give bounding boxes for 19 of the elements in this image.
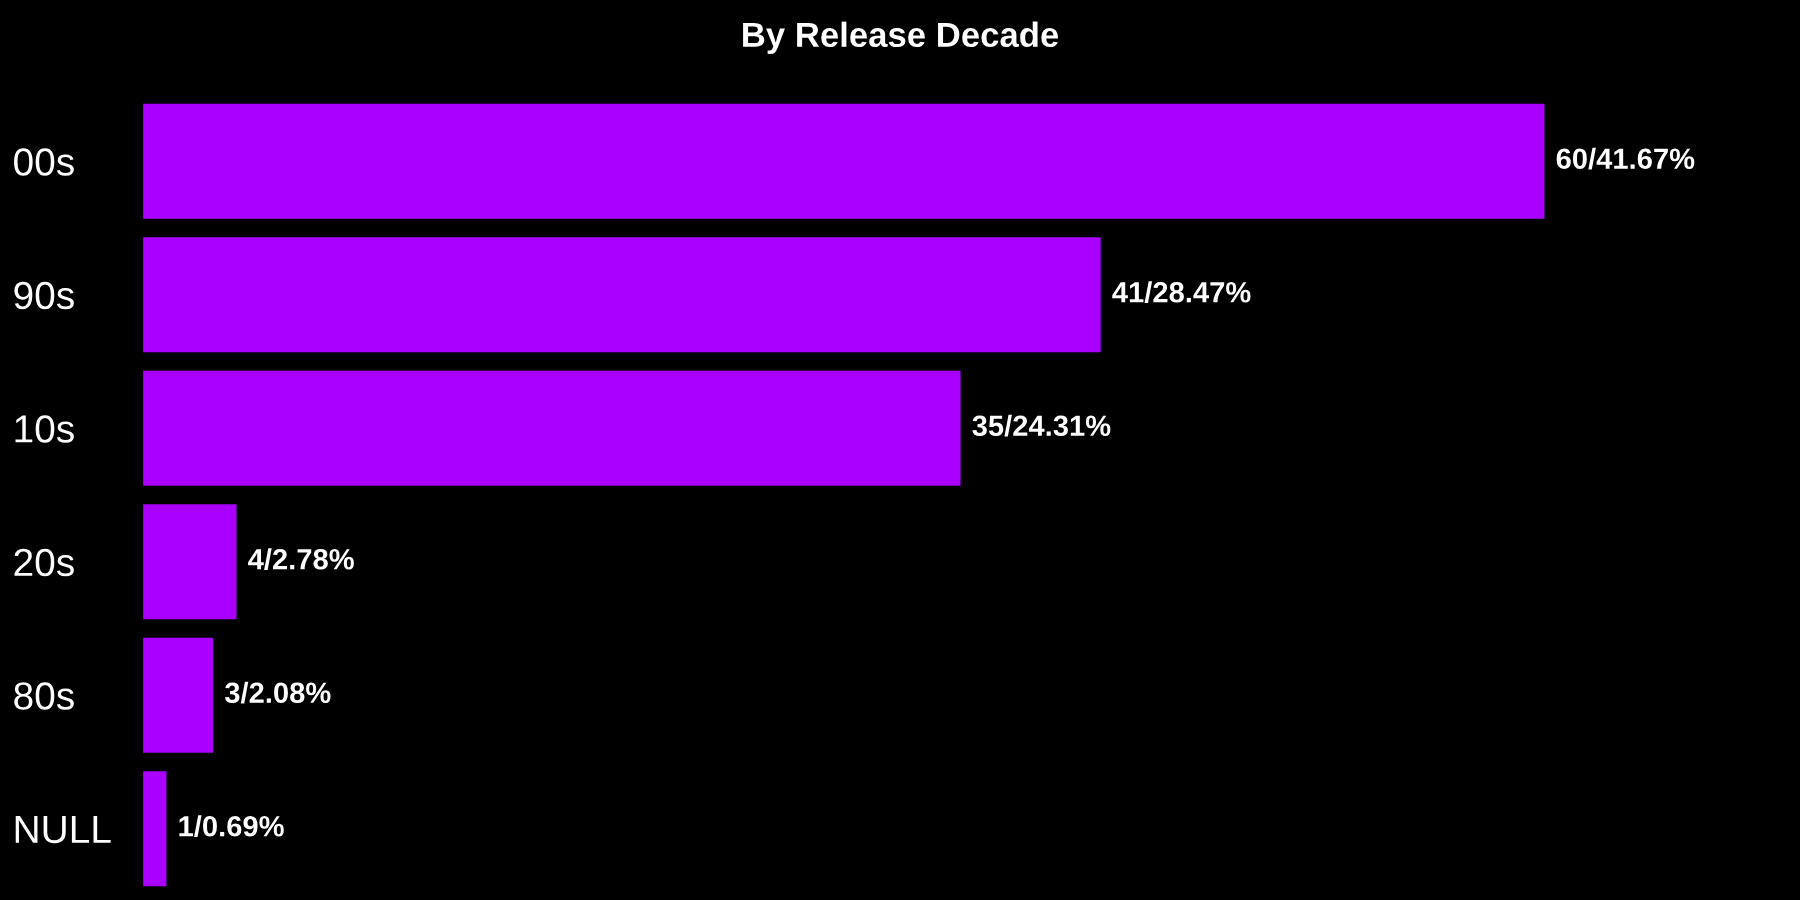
data-label: 60/41.67%: [1556, 147, 1695, 170]
chart-title: By Release Decade: [743, 21, 1059, 54]
bar: [143, 504, 237, 620]
bar: [143, 637, 214, 753]
data-label: 3/2.08%: [224, 681, 331, 704]
y-tick-label: NULL: [15, 816, 111, 844]
data-label: 35/24.31%: [972, 414, 1111, 437]
bar: [143, 771, 167, 887]
y-tick-label: 20s: [14, 548, 74, 577]
bar: [143, 370, 961, 486]
data-label: 41/28.47%: [1112, 281, 1251, 303]
bar: [143, 103, 1545, 219]
data-label: 4/2.78%: [248, 548, 354, 570]
y-tick-label: 00s: [14, 148, 74, 176]
bar: [143, 237, 1101, 353]
y-tick-label: 10s: [15, 415, 74, 443]
y-tick-label: 80s: [14, 682, 74, 710]
y-tick-label: 90s: [14, 281, 74, 310]
data-label: 1/0.69%: [179, 815, 284, 837]
